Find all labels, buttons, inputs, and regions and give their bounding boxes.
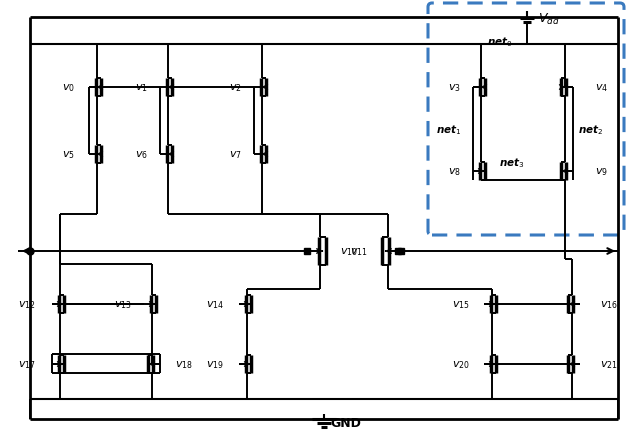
Text: $v_{13}$: $v_{13}$ xyxy=(114,298,132,310)
Bar xyxy=(304,248,310,254)
Text: $v_0$: $v_0$ xyxy=(62,82,75,94)
Text: net$_0$: net$_0$ xyxy=(487,35,513,49)
Text: $v_{18}$: $v_{18}$ xyxy=(175,358,193,370)
Text: $v_7$: $v_7$ xyxy=(229,149,242,161)
Text: $v_{19}$: $v_{19}$ xyxy=(206,358,224,370)
Text: $v_{11}$: $v_{11}$ xyxy=(350,246,368,257)
Text: $v_3$: $v_3$ xyxy=(448,82,461,94)
Text: $v_6$: $v_6$ xyxy=(135,149,148,161)
Text: net$_1$: net$_1$ xyxy=(436,123,461,137)
Text: $v_{17}$: $v_{17}$ xyxy=(18,358,36,370)
Text: $v_{20}$: $v_{20}$ xyxy=(452,358,470,370)
Text: $v_{16}$: $v_{16}$ xyxy=(600,298,618,310)
Text: GND: GND xyxy=(331,417,362,430)
Text: $V_{dd}$: $V_{dd}$ xyxy=(538,11,560,26)
Text: $v_9$: $v_9$ xyxy=(595,166,608,177)
Text: net$_3$: net$_3$ xyxy=(499,156,525,170)
Text: $v_{14}$: $v_{14}$ xyxy=(206,298,224,310)
Text: $v_2$: $v_2$ xyxy=(229,82,242,94)
Bar xyxy=(398,248,404,254)
Text: $v_{12}$: $v_{12}$ xyxy=(19,298,36,310)
Text: $v_8$: $v_8$ xyxy=(448,166,461,177)
Text: $v_1$: $v_1$ xyxy=(135,82,148,94)
Text: $v_{15}$: $v_{15}$ xyxy=(452,298,470,310)
Text: $v_5$: $v_5$ xyxy=(62,149,75,161)
Text: $v_{10}$: $v_{10}$ xyxy=(340,246,358,257)
Text: $v_{21}$: $v_{21}$ xyxy=(600,358,618,370)
Text: net$_2$: net$_2$ xyxy=(579,123,604,137)
Text: $v_4$: $v_4$ xyxy=(595,82,608,94)
